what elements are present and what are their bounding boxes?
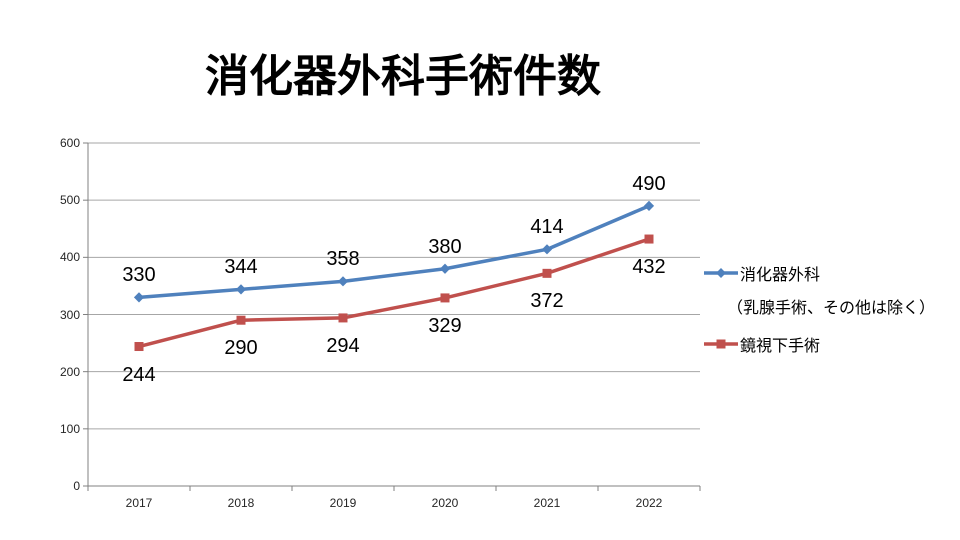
series-line-1: [137, 237, 651, 349]
marker-square-icon: [338, 313, 348, 323]
x-axis-tick-label: 2022: [635, 496, 663, 510]
data-label: 344: [224, 256, 258, 279]
legend-note-row: （乳腺手術、その他は除く）: [727, 296, 936, 317]
y-axis-tick-label: 400: [59, 250, 80, 265]
y-axis-tick-label: 600: [59, 136, 80, 150]
data-label: 290: [224, 337, 258, 360]
legend-note-text: （乳腺手術、その他は除く）: [727, 300, 936, 317]
data-label: 414: [530, 216, 564, 239]
marker-diamond-icon: [643, 200, 655, 211]
legend-entry-digestive-surgery: 消化器外科: [704, 263, 821, 284]
x-axis-tick-label: 2021: [533, 496, 561, 510]
data-label: 330: [122, 264, 156, 287]
y-axis-tick-label: 500: [59, 193, 80, 208]
marker-diamond-icon: [439, 263, 451, 274]
series-line-0: [137, 204, 651, 300]
marker-square-icon: [236, 315, 246, 325]
y-axis-tick-label: 100: [59, 421, 80, 436]
data-label: 244: [122, 363, 156, 386]
data-label: 372: [530, 290, 564, 313]
marker-diamond-icon: [337, 276, 349, 287]
data-label: 358: [326, 248, 360, 271]
legend-line-square-icon: [704, 339, 738, 349]
x-axis-tick-label: 2017: [125, 496, 153, 510]
y-axis-tick-label: 200: [59, 364, 80, 379]
legend-label-endoscopic-surgery: 鏡視下手術: [740, 338, 821, 355]
x-axis-tick-label: 2018: [227, 496, 255, 510]
data-label: 490: [632, 172, 666, 195]
data-label: 380: [428, 235, 462, 258]
chart-title: 消化器外科手術件数: [205, 52, 601, 101]
marker-square-icon: [440, 293, 450, 303]
x-axis-tick-label: 2020: [431, 496, 459, 510]
marker-diamond-icon: [133, 292, 145, 303]
marker-diamond-icon: [235, 284, 247, 295]
legend-entry-endoscopic-surgery: 鏡視下手術: [704, 334, 821, 355]
y-axis-tick-label: 0: [73, 479, 80, 493]
x-axis-tick-label: 2019: [329, 496, 357, 510]
marker-square-icon: [134, 342, 144, 352]
data-label: 329: [428, 314, 462, 337]
marker-diamond-icon: [541, 244, 553, 255]
marker-square-icon: [542, 268, 552, 278]
y-axis-tick-label: 300: [59, 307, 80, 322]
marker-square-icon: [644, 234, 654, 244]
legend-line-diamond-icon: [704, 268, 738, 278]
data-label: 294: [326, 334, 360, 357]
legend-label-digestive-surgery: 消化器外科: [740, 267, 821, 284]
data-label: 432: [632, 256, 666, 279]
